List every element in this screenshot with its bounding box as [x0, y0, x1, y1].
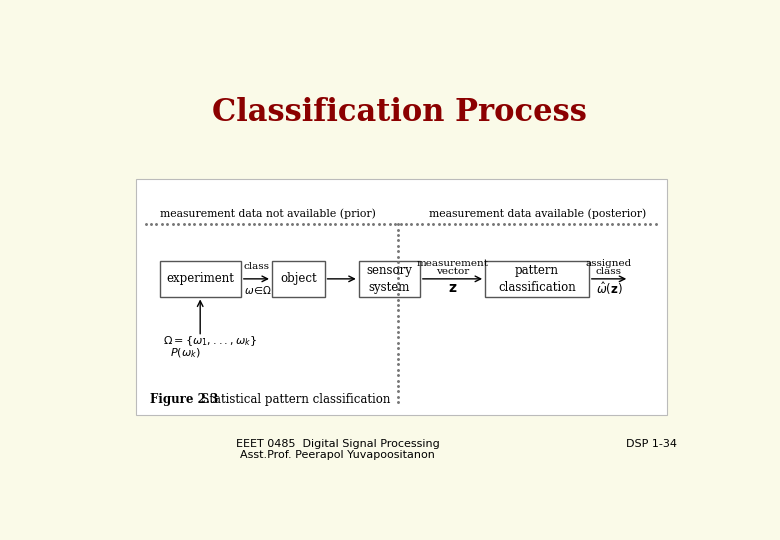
Text: measurement data available (posterior): measurement data available (posterior): [429, 208, 647, 219]
Text: EEET 0485  Digital Signal Processing: EEET 0485 Digital Signal Processing: [236, 438, 440, 449]
Text: DSP 1-34: DSP 1-34: [626, 438, 677, 449]
Bar: [485, 261, 589, 296]
Text: $\Omega=\{\omega_1,...,\omega_k\}$: $\Omega=\{\omega_1,...,\omega_k\}$: [163, 334, 257, 348]
Text: object: object: [280, 272, 317, 285]
Text: pattern
classification: pattern classification: [498, 264, 576, 294]
Text: Asst.Prof. Peerapol Yuvapoositanon: Asst.Prof. Peerapol Yuvapoositanon: [240, 450, 435, 460]
Text: Statistical pattern classification: Statistical pattern classification: [190, 393, 391, 406]
Bar: [136, 179, 667, 415]
Text: class: class: [596, 267, 622, 276]
Text: $\omega\!\in\!\Omega$: $\omega\!\in\!\Omega$: [244, 284, 272, 295]
Text: Classification Process: Classification Process: [212, 97, 587, 128]
Bar: [272, 261, 324, 296]
Text: $\mathbf{z}$: $\mathbf{z}$: [448, 281, 457, 295]
Text: measurement data not available (prior): measurement data not available (prior): [160, 208, 376, 219]
Text: experiment: experiment: [166, 272, 234, 285]
Bar: [359, 261, 420, 296]
Text: sensory
system: sensory system: [367, 264, 412, 294]
Text: class: class: [243, 262, 269, 271]
Bar: [159, 261, 241, 296]
Text: $\hat{\omega}(\mathbf{z})$: $\hat{\omega}(\mathbf{z})$: [596, 280, 622, 298]
Text: vector: vector: [436, 267, 469, 276]
Text: $P(\omega_k)$: $P(\omega_k)$: [169, 346, 200, 360]
Text: assigned: assigned: [586, 259, 632, 268]
Text: measurement: measurement: [417, 259, 488, 268]
Text: Figure 2.3: Figure 2.3: [151, 393, 218, 406]
